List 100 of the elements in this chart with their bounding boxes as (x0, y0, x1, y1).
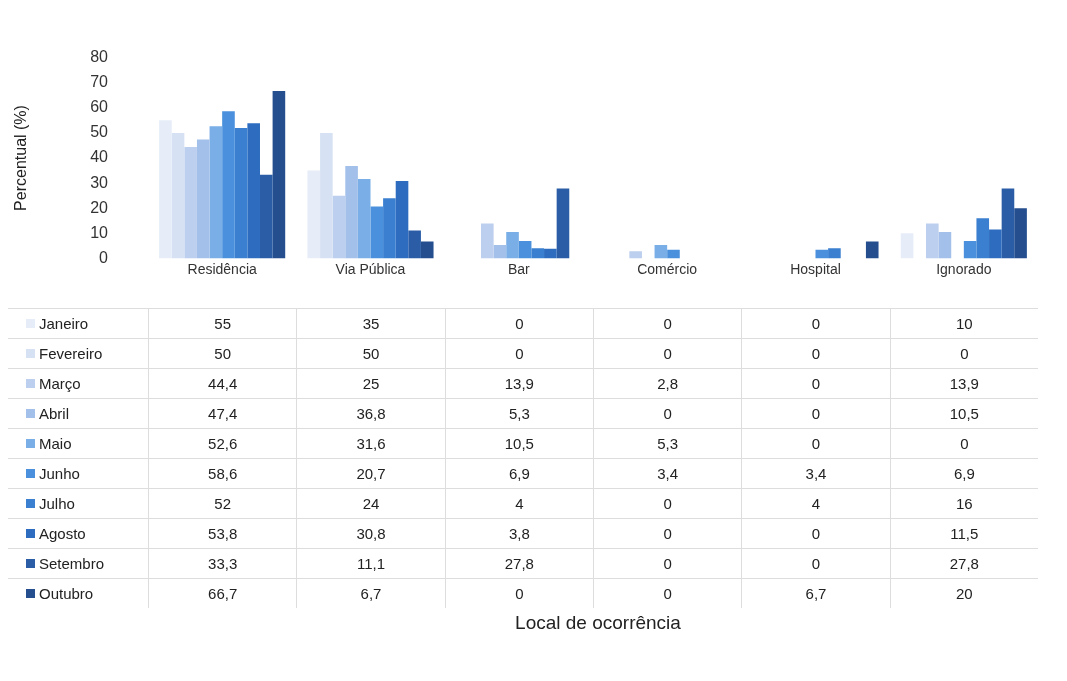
x-tick-label: Ignorado (936, 260, 992, 277)
data-label: 0 (741, 398, 890, 428)
legend-label: Outubro (39, 585, 94, 602)
data-label: 44,4 (148, 368, 297, 398)
bar (667, 249, 680, 259)
bar (395, 181, 409, 259)
bar (976, 218, 990, 259)
data-label: 0 (741, 308, 890, 338)
bar (506, 232, 519, 259)
x-tick-label: Comércio (637, 260, 698, 277)
data-label: 58,6 (148, 458, 297, 488)
bar (1001, 188, 1015, 259)
data-label: 30,8 (296, 518, 445, 548)
bar (222, 111, 235, 259)
bar (926, 223, 939, 259)
data-label: 3,4 (592, 458, 742, 488)
data-label: 36,8 (296, 398, 445, 428)
data-label: 0 (444, 578, 593, 608)
y-tick-label: 30 (90, 173, 109, 191)
bar (357, 179, 371, 259)
bar (345, 166, 358, 259)
data-label: 0 (592, 398, 742, 428)
x-tick-label: Via Pública (335, 260, 406, 277)
bar (159, 120, 172, 259)
data-label: 10,5 (444, 428, 593, 458)
bar (420, 241, 434, 259)
data-label: 66,7 (148, 578, 297, 608)
data-label: 0 (444, 338, 593, 368)
legend-label: Abril (39, 405, 70, 422)
data-label: 24 (296, 488, 445, 518)
data-label: 13,9 (444, 368, 593, 398)
legend-label: Setembro (39, 555, 105, 572)
data-label: 52,6 (148, 428, 297, 458)
y-tick-label: 10 (90, 223, 109, 241)
data-label: 16 (889, 488, 1038, 518)
legend-label: Maio (39, 435, 72, 452)
data-label: 25 (296, 368, 445, 398)
bar (1014, 208, 1027, 259)
bar (307, 170, 321, 259)
data-label: 0 (741, 338, 890, 368)
data-label: 6,9 (444, 458, 593, 488)
data-label: 50 (148, 338, 297, 368)
data-label: 0 (889, 428, 1038, 458)
data-label: 33,3 (148, 548, 297, 578)
bar (320, 132, 333, 259)
data-label: 27,8 (444, 548, 593, 578)
data-label: 0 (741, 518, 890, 548)
bar (272, 90, 286, 259)
y-tick-label: 60 (90, 98, 109, 116)
data-label: 47,4 (148, 398, 297, 428)
data-label: 13,9 (889, 368, 1038, 398)
data-label: 0 (592, 518, 742, 548)
data-label: 2,8 (592, 368, 742, 398)
bar (184, 146, 197, 259)
bar (518, 241, 532, 259)
data-label: 35 (296, 308, 445, 338)
legend-label: Agosto (39, 525, 86, 542)
bar (383, 198, 396, 259)
data-label: 0 (741, 548, 890, 578)
y-tick-label: 50 (90, 123, 109, 141)
bar (629, 251, 642, 259)
bar (900, 233, 914, 259)
data-label: 3,4 (741, 458, 890, 488)
data-label: 10 (889, 308, 1038, 338)
y-axis-title: Percentual (%) (12, 105, 30, 211)
legend-label: Fevereiro (39, 345, 103, 362)
data-label: 52 (148, 488, 297, 518)
bar (544, 248, 557, 259)
bar (556, 188, 570, 259)
y-tick-label: 40 (90, 148, 109, 166)
data-label: 0 (592, 548, 742, 578)
bar (828, 248, 841, 259)
data-label: 10,5 (889, 398, 1038, 428)
data-label: 11,5 (889, 518, 1038, 548)
data-label: 6,7 (296, 578, 445, 608)
text: Local de ocorrência (514, 612, 682, 634)
bar (209, 126, 223, 259)
x-tick-label: Hospital (790, 260, 841, 277)
data-label: 5,3 (444, 398, 593, 428)
data-label: 0 (444, 308, 593, 338)
bar (247, 123, 260, 259)
bar (493, 245, 507, 259)
data-label: 50 (296, 338, 445, 368)
data-label: 0 (592, 338, 742, 368)
bar (196, 139, 210, 259)
data-label: 11,1 (296, 548, 445, 578)
data-label: 0 (592, 308, 742, 338)
bar (234, 127, 248, 259)
data-label: 0 (741, 368, 890, 398)
bar (938, 232, 952, 259)
data-label: 0 (741, 428, 890, 458)
data-label: 0 (889, 338, 1038, 368)
bar (481, 223, 494, 259)
y-tick-label: 70 (90, 73, 109, 91)
bar (171, 132, 185, 259)
data-label: 0 (592, 578, 742, 608)
x-tick-label: Residência (187, 260, 258, 277)
bar (865, 241, 879, 259)
legend-label: Julho (39, 495, 75, 512)
y-tick-label: 0 (99, 248, 109, 266)
